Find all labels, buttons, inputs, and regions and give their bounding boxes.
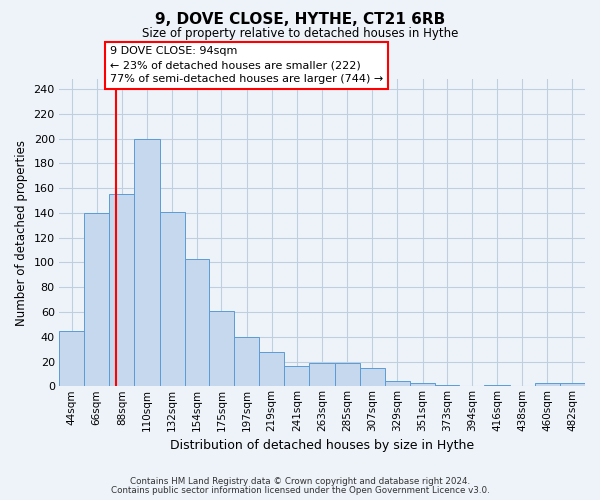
Bar [284,366,310,386]
Bar [385,382,410,386]
Text: Contains HM Land Registry data © Crown copyright and database right 2024.: Contains HM Land Registry data © Crown c… [130,477,470,486]
Bar [185,259,209,386]
Text: Size of property relative to detached houses in Hythe: Size of property relative to detached ho… [142,28,458,40]
Bar [109,194,134,386]
Bar [484,385,509,386]
Bar [560,382,585,386]
Bar [360,368,385,386]
Bar [134,138,160,386]
Bar [234,337,259,386]
Bar [410,382,435,386]
Bar [84,213,109,386]
Bar [59,330,84,386]
Bar [209,311,234,386]
X-axis label: Distribution of detached houses by size in Hythe: Distribution of detached houses by size … [170,440,474,452]
Bar [435,385,459,386]
Text: 9 DOVE CLOSE: 94sqm
← 23% of detached houses are smaller (222)
77% of semi-detac: 9 DOVE CLOSE: 94sqm ← 23% of detached ho… [110,46,383,84]
Text: Contains public sector information licensed under the Open Government Licence v3: Contains public sector information licen… [110,486,490,495]
Bar [335,362,360,386]
Bar [535,382,560,386]
Y-axis label: Number of detached properties: Number of detached properties [15,140,28,326]
Bar [160,212,185,386]
Bar [259,352,284,386]
Bar [310,362,335,386]
Text: 9, DOVE CLOSE, HYTHE, CT21 6RB: 9, DOVE CLOSE, HYTHE, CT21 6RB [155,12,445,28]
